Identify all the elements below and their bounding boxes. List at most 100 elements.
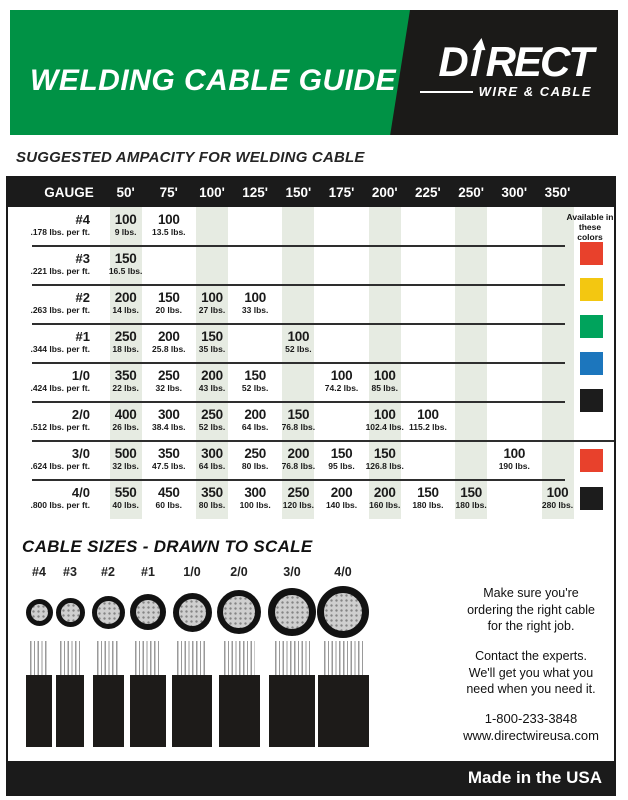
weight-value: 102.4 lbs. xyxy=(365,422,404,432)
weight-value: 190 lbs. xyxy=(498,461,530,471)
ampacity-cell xyxy=(450,402,493,441)
ampacity-cell: 150 180 lbs. xyxy=(406,480,449,519)
ampacity-heading: SUGGESTED AMPACITY FOR WELDING CABLE xyxy=(16,149,365,166)
cable-cross-section xyxy=(25,598,53,626)
amps-value: 100 xyxy=(503,446,526,461)
direct-wire-logo: D RECT WIRE & CABLE xyxy=(420,38,594,99)
weight-value: 100 lbs. xyxy=(239,500,271,510)
ampacity-cell: 100 52 lbs. xyxy=(277,324,320,363)
ampacity-cell: 250 32 lbs. xyxy=(147,363,190,402)
weight-value: 60 lbs. xyxy=(155,500,183,510)
amps-value: 150 xyxy=(287,407,310,422)
page-title: WELDING CABLE GUIDE xyxy=(30,64,397,97)
gauge-cell: 2/0.512 lbs. per ft. xyxy=(8,402,104,441)
amps-value: 200 xyxy=(287,446,310,461)
gauge-weight-per-ft: .800 lbs. per ft. xyxy=(30,500,90,510)
ampacity-cell xyxy=(406,324,449,363)
ampacity-cell xyxy=(493,207,536,246)
ampacity-cell: 100 13.5 lbs. xyxy=(147,207,190,246)
column-header-distance: 350' xyxy=(544,185,571,200)
weight-value: 47.5 lbs. xyxy=(152,461,186,471)
ampacity-cell xyxy=(406,246,449,285)
amps-value: 350 xyxy=(201,485,223,500)
ampacity-cell: 200 43 lbs. xyxy=(190,363,233,402)
column-header-distance: 100' xyxy=(199,185,225,200)
ampacity-cell xyxy=(234,246,277,285)
ampacity-cell: 150 126.8 lbs. xyxy=(363,441,406,480)
amps-value: 100 xyxy=(244,290,266,305)
row-separator xyxy=(32,401,565,403)
color-swatch xyxy=(580,315,603,338)
ampacity-cell: 100 115.2 lbs. xyxy=(406,402,449,441)
gauge-label: 2/0 xyxy=(71,407,90,422)
weight-value: 180 lbs. xyxy=(412,500,444,510)
ampacity-cell xyxy=(363,285,406,324)
content-frame: GAUGE 50' 75' 100' 125' 150' 175' 200' 225' 250' 3… xyxy=(6,176,616,796)
weight-value: 22 lbs. xyxy=(112,383,139,393)
ampacity-cell: 200 64 lbs. xyxy=(234,402,277,441)
color-swatch xyxy=(580,487,603,510)
weight-value: 52 lbs. xyxy=(241,383,269,393)
amps-value: 150 xyxy=(373,446,396,461)
amps-value: 100 xyxy=(373,368,396,383)
amps-value: 150 xyxy=(330,446,353,461)
weight-value: 25.8 lbs. xyxy=(152,344,186,354)
amps-value: 200 xyxy=(330,485,353,500)
ampacity-table-header: GAUGE 50' 75' 100' 125' 150' 175' 200' 225' 250' 3… xyxy=(8,178,614,207)
amps-value: 300 xyxy=(244,485,266,500)
weight-value: 80 lbs. xyxy=(241,461,269,471)
color-legend: Available in these colors xyxy=(566,207,614,519)
weight-value: 32 lbs. xyxy=(112,461,139,471)
weight-value: 160 lbs. xyxy=(369,500,401,510)
logo-letter-d: D xyxy=(438,38,468,85)
column-header-distance: 300' xyxy=(501,185,528,200)
cable-cross-section xyxy=(91,595,125,629)
ampacity-cell xyxy=(190,246,233,285)
ampacity-cell xyxy=(320,285,363,324)
ampacity-cell xyxy=(320,246,363,285)
cable-size-label: 2/0 xyxy=(230,565,248,579)
amps-value: 100 xyxy=(157,212,180,227)
row-separator xyxy=(32,440,614,442)
cable-cross-section xyxy=(130,594,166,630)
phone-number: 1-800-233-3848 xyxy=(484,711,578,726)
ampacity-cell xyxy=(320,324,363,363)
amps-value: 350 xyxy=(114,368,137,383)
gauge-cell: #1.344 lbs. per ft. xyxy=(8,324,104,363)
table-row: #3.221 lbs. per ft. 150 16.5 lbs. xyxy=(8,246,579,285)
gauge-label: 1/0 xyxy=(71,368,90,383)
ampacity-cell xyxy=(450,363,493,402)
weight-value: 16.5 lbs. xyxy=(108,266,143,276)
weight-value: 35 lbs. xyxy=(198,344,226,354)
amps-value: 100 xyxy=(546,485,569,500)
footer-bar: Made in the USA xyxy=(8,761,614,794)
table-row: #1.344 lbs. per ft. 250 18 lbs. 200 25.8 lbs… xyxy=(8,324,579,363)
ampacity-cell xyxy=(493,285,536,324)
cable-strands xyxy=(135,641,161,677)
weight-value: 38.4 lbs. xyxy=(152,422,186,432)
ampacity-cell xyxy=(277,246,320,285)
weight-value: 95 lbs. xyxy=(328,461,355,471)
row-separator xyxy=(32,245,565,247)
cable-size-label: 3/0 xyxy=(283,565,301,579)
cable-size-label: 1/0 xyxy=(183,565,201,579)
amps-value: 100 xyxy=(373,407,396,422)
cable-jacket xyxy=(269,675,315,747)
weight-value: 43 lbs. xyxy=(198,383,226,393)
ampacity-cell xyxy=(450,441,493,480)
ampacity-cell: 300 38.4 lbs. xyxy=(147,402,190,441)
amps-value: 250 xyxy=(157,368,180,383)
cable-jacket xyxy=(218,675,260,747)
ampacity-cell: 100 190 lbs. xyxy=(493,441,536,480)
made-in-usa-label: Made in the USA xyxy=(467,767,602,787)
ampacity-cell xyxy=(450,324,493,363)
logo-tagline: WIRE & CABLE xyxy=(478,84,592,99)
weight-value: 64 lbs. xyxy=(198,461,226,471)
ampacity-cell xyxy=(406,441,449,480)
row-separator xyxy=(32,479,565,481)
color-swatch xyxy=(580,389,603,412)
color-swatch xyxy=(580,242,603,265)
cable-size-label: #1 xyxy=(141,565,155,579)
column-header-distance: 250' xyxy=(458,185,484,200)
amps-value: 350 xyxy=(157,446,180,461)
